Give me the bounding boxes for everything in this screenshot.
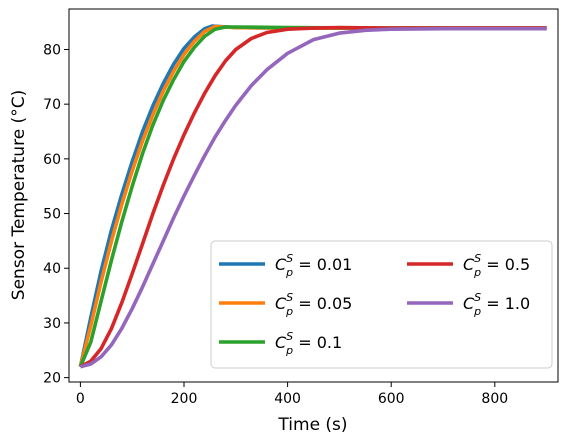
- legend: CS p = 0.01 CS p = 0.05 CS p = 0.1 CS p = 0.5 CS…: [210, 240, 553, 369]
- legend-label: CS p = 0.01: [275, 252, 352, 279]
- x-tick-label: 400: [274, 391, 301, 407]
- y-axis-label: Sensor Temperature (°C): [9, 90, 29, 300]
- series-line-4: [79, 25, 547, 369]
- x-tick-label: 0: [76, 391, 85, 407]
- y-tick-label: 50: [43, 207, 61, 223]
- axes: 0 200 400 600 800 20 30 40 50 60 70 80: [43, 8, 559, 407]
- series-line-3: [78, 25, 547, 368]
- y-tick-label: 40: [43, 261, 61, 277]
- legend-label: CS p = 0.05: [275, 291, 352, 318]
- x-tick-label: 800: [481, 391, 508, 407]
- x-tick-label: 200: [171, 391, 198, 407]
- plot-area: [78, 24, 547, 369]
- legend-label: CS p = 0.1: [275, 330, 342, 357]
- y-tick-label: 70: [43, 97, 61, 113]
- y-tick-label: 60: [43, 152, 61, 168]
- legend-entry-1: CS p = 0.01: [219, 252, 352, 279]
- legend-label: CS p = 1.0: [463, 291, 530, 318]
- legend-entry-2: CS p = 0.05: [219, 291, 352, 318]
- legend-entry-3: CS p = 0.1: [219, 330, 342, 357]
- x-axis-label: Time (s): [277, 415, 347, 435]
- legend-label: CS p = 0.5: [463, 252, 530, 279]
- axes-frame: [68, 8, 559, 383]
- legend-box: [210, 240, 553, 369]
- x-tick-label: 600: [378, 391, 405, 407]
- y-tick-label: 30: [43, 316, 61, 332]
- series-line-5: [79, 26, 547, 369]
- y-tick-label: 20: [43, 371, 61, 387]
- y-tick-label: 80: [43, 42, 61, 58]
- legend-entry-4: CS p = 0.5: [407, 252, 530, 279]
- legend-entry-5: CS p = 1.0: [407, 291, 530, 318]
